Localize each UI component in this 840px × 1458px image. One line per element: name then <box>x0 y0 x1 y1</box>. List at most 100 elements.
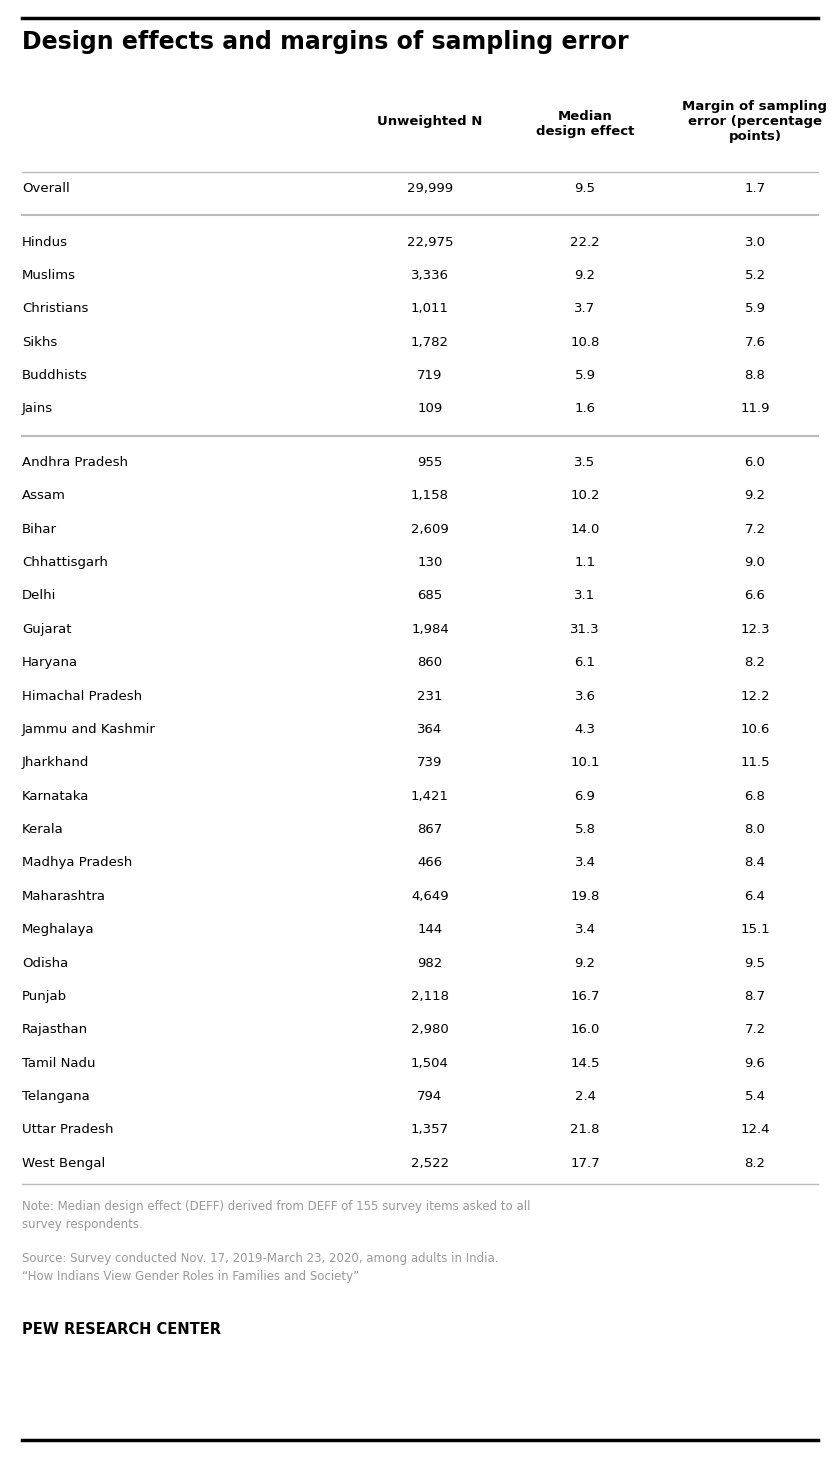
Text: Jharkhand: Jharkhand <box>22 757 89 770</box>
Text: Karnataka: Karnataka <box>22 790 89 803</box>
Text: Maharashtra: Maharashtra <box>22 889 106 903</box>
Text: 4.3: 4.3 <box>575 723 596 736</box>
Text: Buddhists: Buddhists <box>22 369 88 382</box>
Text: Median
design effect: Median design effect <box>536 109 634 139</box>
Text: 3.0: 3.0 <box>744 236 765 249</box>
Text: 4,649: 4,649 <box>412 889 449 903</box>
Text: 29,999: 29,999 <box>407 182 453 195</box>
Text: 794: 794 <box>417 1091 443 1104</box>
Text: 16.0: 16.0 <box>570 1024 600 1037</box>
Text: Sikhs: Sikhs <box>22 335 57 348</box>
Text: 19.8: 19.8 <box>570 889 600 903</box>
Text: 10.2: 10.2 <box>570 490 600 502</box>
Text: 6.1: 6.1 <box>575 656 596 669</box>
Text: 17.7: 17.7 <box>570 1156 600 1169</box>
Text: Muslims: Muslims <box>22 268 76 281</box>
Text: 7.6: 7.6 <box>744 335 765 348</box>
Text: Hindus: Hindus <box>22 236 68 249</box>
Text: survey respondents.: survey respondents. <box>22 1217 143 1231</box>
Text: Bihar: Bihar <box>22 522 57 535</box>
Text: 12.2: 12.2 <box>740 690 769 703</box>
Text: 15.1: 15.1 <box>740 923 769 936</box>
Text: “How Indians View Gender Roles in Families and Society”: “How Indians View Gender Roles in Famili… <box>22 1270 360 1283</box>
Text: 364: 364 <box>417 723 443 736</box>
Text: 466: 466 <box>417 856 443 869</box>
Text: 1,504: 1,504 <box>411 1057 449 1070</box>
Text: 12.3: 12.3 <box>740 623 769 636</box>
Text: 14.5: 14.5 <box>570 1057 600 1070</box>
Text: 10.1: 10.1 <box>570 757 600 770</box>
Text: 8.2: 8.2 <box>744 656 765 669</box>
Text: 2,522: 2,522 <box>411 1156 449 1169</box>
Text: Christians: Christians <box>22 302 88 315</box>
Text: 5.4: 5.4 <box>744 1091 765 1104</box>
Text: Madhya Pradesh: Madhya Pradesh <box>22 856 132 869</box>
Text: 860: 860 <box>417 656 443 669</box>
Text: 10.6: 10.6 <box>740 723 769 736</box>
Text: 6.4: 6.4 <box>744 889 765 903</box>
Text: 3.5: 3.5 <box>575 456 596 469</box>
Text: 22,975: 22,975 <box>407 236 454 249</box>
Text: 867: 867 <box>417 822 443 835</box>
Text: 1,782: 1,782 <box>411 335 449 348</box>
Text: 3.4: 3.4 <box>575 856 596 869</box>
Text: 1,984: 1,984 <box>411 623 449 636</box>
Text: Jammu and Kashmir: Jammu and Kashmir <box>22 723 156 736</box>
Text: Himachal Pradesh: Himachal Pradesh <box>22 690 142 703</box>
Text: 7.2: 7.2 <box>744 1024 765 1037</box>
Text: Telangana: Telangana <box>22 1091 90 1104</box>
Text: 231: 231 <box>417 690 443 703</box>
Text: PEW RESEARCH CENTER: PEW RESEARCH CENTER <box>22 1322 221 1337</box>
Text: 31.3: 31.3 <box>570 623 600 636</box>
Text: Source: Survey conducted Nov. 17, 2019-March 23, 2020, among adults in India.: Source: Survey conducted Nov. 17, 2019-M… <box>22 1252 498 1266</box>
Text: Note: Median design effect (DEFF) derived from DEFF of 155 survey items asked to: Note: Median design effect (DEFF) derive… <box>22 1200 531 1213</box>
Text: Tamil Nadu: Tamil Nadu <box>22 1057 96 1070</box>
Text: Gujarat: Gujarat <box>22 623 71 636</box>
Text: 22.2: 22.2 <box>570 236 600 249</box>
Text: 8.0: 8.0 <box>744 822 765 835</box>
Text: 1,421: 1,421 <box>411 790 449 803</box>
Text: 1,357: 1,357 <box>411 1124 449 1136</box>
Text: 9.2: 9.2 <box>575 956 596 970</box>
Text: 12.4: 12.4 <box>740 1124 769 1136</box>
Text: 9.2: 9.2 <box>744 490 765 502</box>
Text: 21.8: 21.8 <box>570 1124 600 1136</box>
Text: Rajasthan: Rajasthan <box>22 1024 88 1037</box>
Text: Assam: Assam <box>22 490 66 502</box>
Text: 739: 739 <box>417 757 443 770</box>
Text: 130: 130 <box>417 555 443 569</box>
Text: Odisha: Odisha <box>22 956 68 970</box>
Text: 1.7: 1.7 <box>744 182 765 195</box>
Text: 144: 144 <box>417 923 443 936</box>
Text: 109: 109 <box>417 402 443 416</box>
Text: 9.5: 9.5 <box>575 182 596 195</box>
Text: 9.0: 9.0 <box>744 555 765 569</box>
Text: Andhra Pradesh: Andhra Pradesh <box>22 456 128 469</box>
Text: 2.4: 2.4 <box>575 1091 596 1104</box>
Text: Margin of sampling
error (percentage
points): Margin of sampling error (percentage poi… <box>683 101 827 143</box>
Text: 1.1: 1.1 <box>575 555 596 569</box>
Text: 685: 685 <box>417 589 443 602</box>
Text: 982: 982 <box>417 956 443 970</box>
Text: 6.0: 6.0 <box>744 456 765 469</box>
Text: 8.4: 8.4 <box>744 856 765 869</box>
Text: Design effects and margins of sampling error: Design effects and margins of sampling e… <box>22 31 628 54</box>
Text: Chhattisgarh: Chhattisgarh <box>22 555 108 569</box>
Text: 1,158: 1,158 <box>411 490 449 502</box>
Text: 7.2: 7.2 <box>744 522 765 535</box>
Text: 14.0: 14.0 <box>570 522 600 535</box>
Text: 11.9: 11.9 <box>740 402 769 416</box>
Text: 2,609: 2,609 <box>411 522 449 535</box>
Text: 3.4: 3.4 <box>575 923 596 936</box>
Text: Jains: Jains <box>22 402 53 416</box>
Text: 16.7: 16.7 <box>570 990 600 1003</box>
Text: 8.8: 8.8 <box>744 369 765 382</box>
Text: Meghalaya: Meghalaya <box>22 923 95 936</box>
Text: 3.6: 3.6 <box>575 690 596 703</box>
Text: 8.7: 8.7 <box>744 990 765 1003</box>
Text: 9.5: 9.5 <box>744 956 765 970</box>
Text: Uttar Pradesh: Uttar Pradesh <box>22 1124 113 1136</box>
Text: Overall: Overall <box>22 182 70 195</box>
Text: 11.5: 11.5 <box>740 757 769 770</box>
Text: Unweighted N: Unweighted N <box>377 115 483 128</box>
